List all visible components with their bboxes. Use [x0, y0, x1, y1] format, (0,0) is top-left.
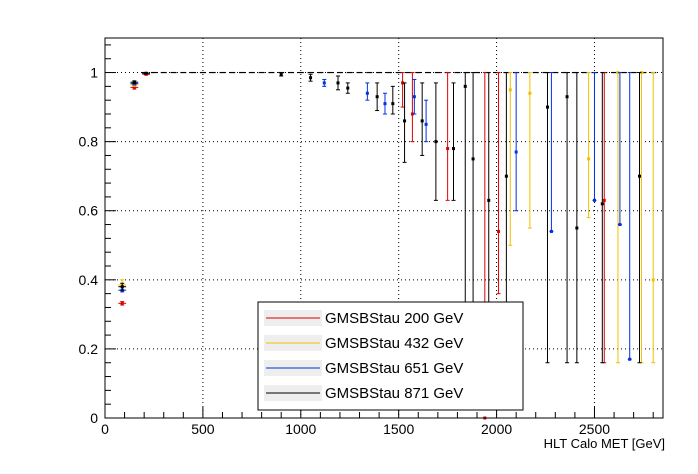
- x-tick-label: 2500: [579, 421, 610, 437]
- data-point: [144, 71, 148, 75]
- series-gmsbstau-432-gev: [118, 71, 656, 364]
- data-point: [336, 81, 340, 85]
- data-point: [446, 147, 450, 151]
- data-point: [618, 223, 622, 227]
- y-tick-label: 0: [90, 410, 98, 426]
- data-point: [638, 174, 642, 178]
- data-point: [346, 86, 350, 90]
- data-point: [497, 229, 501, 233]
- data-point: [412, 95, 416, 99]
- data-point: [508, 88, 512, 92]
- x-tick-label: 2000: [481, 421, 512, 437]
- data-point: [528, 91, 532, 95]
- data-point: [375, 95, 379, 99]
- y-tick-label: 0.2: [79, 341, 99, 357]
- data-point: [120, 285, 124, 289]
- data-point: [383, 102, 387, 106]
- y-tick-label: 0.4: [79, 272, 99, 288]
- axis-tick-labels: 0 500 1000 1500 2000 2500 0 0.2 0.4 0.6 0.8 1: [79, 65, 611, 437]
- data-point: [132, 85, 136, 89]
- legend-label: GMSBStau 871 GeV: [325, 385, 463, 402]
- data-point: [545, 105, 549, 109]
- data-point: [549, 229, 553, 233]
- data-point: [587, 157, 591, 161]
- data-point: [471, 157, 475, 161]
- y-tick-label: 1: [90, 65, 98, 81]
- data-point: [487, 198, 491, 202]
- y-tick-label: 0.6: [79, 203, 99, 219]
- x-tick-label: 500: [191, 421, 215, 437]
- data-point: [602, 198, 606, 202]
- data-point: [651, 278, 655, 282]
- x-tick-label: 1500: [383, 421, 414, 437]
- data-point: [420, 119, 424, 123]
- data-point: [452, 147, 456, 151]
- legend-label: GMSBStau 432 GeV: [325, 335, 463, 352]
- data-point: [514, 150, 518, 154]
- x-axis-title: HLT Calo MET [GeV]: [544, 436, 665, 451]
- legend-label: GMSBStau 651 GeV: [325, 360, 463, 377]
- data-point: [463, 84, 467, 88]
- data-point: [434, 140, 438, 144]
- data-point: [132, 80, 136, 84]
- data-point: [600, 202, 604, 206]
- x-tick-label: 1000: [285, 421, 316, 437]
- data-point: [279, 72, 283, 76]
- legend-label: GMSBStau 200 GeV: [325, 310, 463, 327]
- legend: GMSBStau 200 GeV GMSBStau 432 GeV GMSBStau…: [257, 301, 524, 411]
- data-point: [504, 174, 508, 178]
- data-point: [424, 122, 428, 126]
- data-point: [403, 119, 407, 123]
- data-point: [565, 95, 569, 99]
- plot-frame: [104, 37, 664, 419]
- data-point: [365, 91, 369, 95]
- x-tick-label: 0: [101, 421, 109, 437]
- data-point: [309, 76, 313, 80]
- data-point: [575, 226, 579, 230]
- data-point: [628, 357, 632, 361]
- data-point: [322, 81, 326, 85]
- data-point: [120, 301, 124, 305]
- y-tick-label: 0.8: [79, 134, 99, 150]
- data-point: [391, 102, 395, 106]
- data-point: [592, 198, 596, 202]
